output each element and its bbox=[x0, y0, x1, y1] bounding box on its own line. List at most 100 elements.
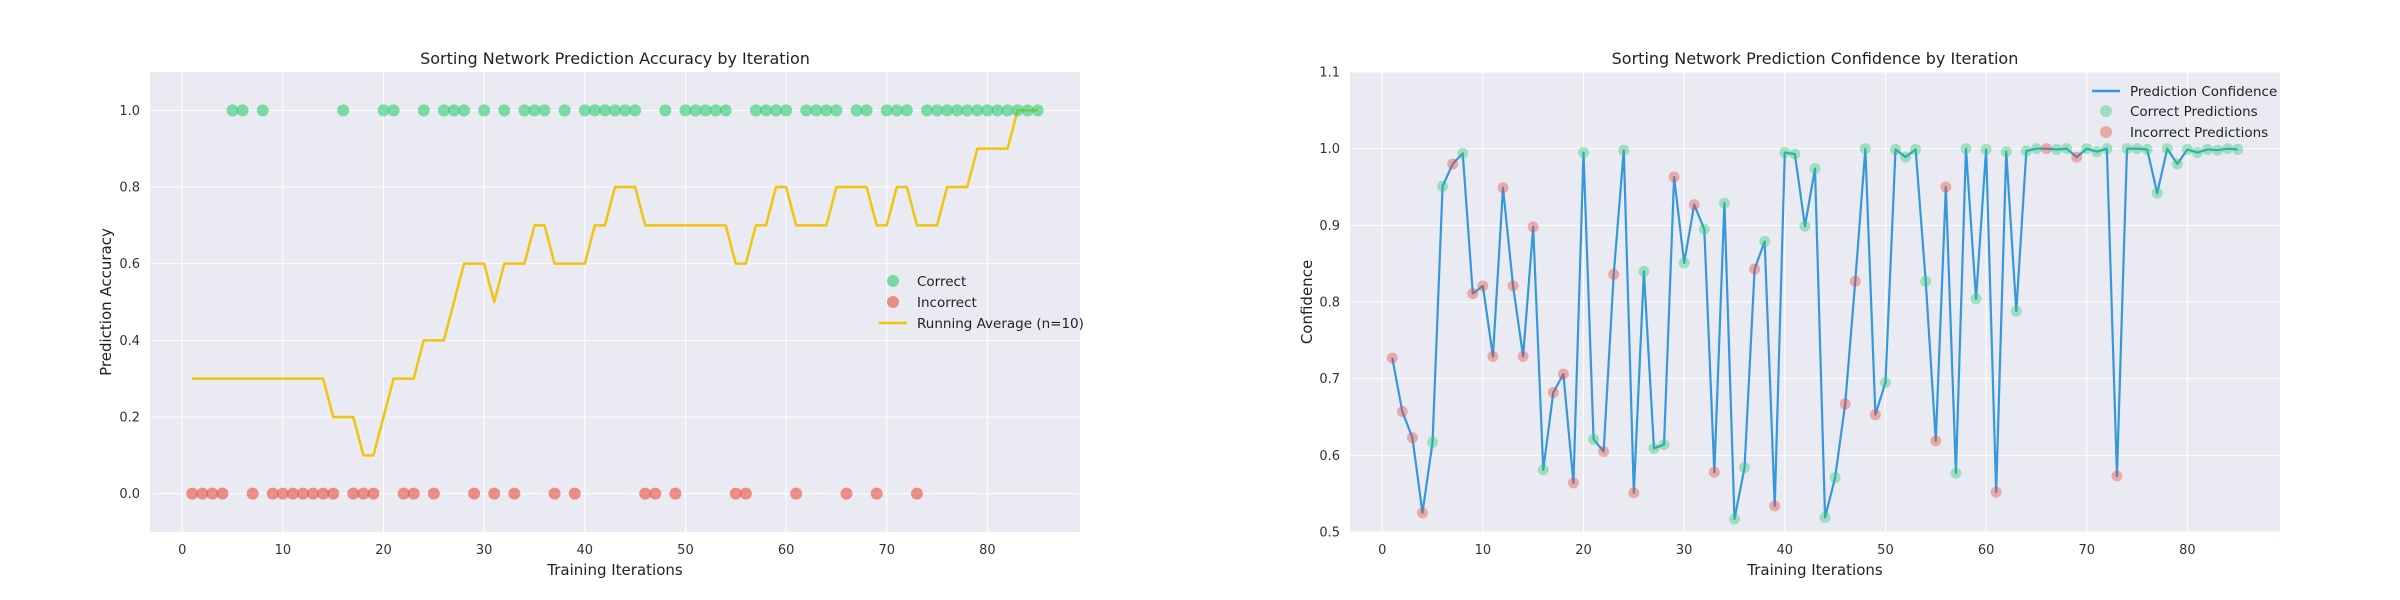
correct-prediction-point bbox=[1648, 442, 1660, 454]
x-tick-label: 70 bbox=[2078, 543, 2095, 558]
confidence-y-axis-label: Confidence bbox=[1298, 260, 1316, 344]
incorrect-prediction-point bbox=[1467, 288, 1479, 300]
correct-prediction-point bbox=[1588, 433, 1600, 445]
correct-point bbox=[387, 104, 400, 117]
correct-point bbox=[679, 104, 692, 117]
incorrect-point bbox=[196, 487, 209, 500]
correct-point bbox=[558, 104, 571, 117]
incorrect-point bbox=[216, 487, 229, 500]
incorrect-prediction-point bbox=[1416, 507, 1428, 519]
correct-prediction-point bbox=[1728, 513, 1740, 525]
correct-prediction-point bbox=[2222, 143, 2234, 155]
incorrect-prediction-point bbox=[1688, 199, 1700, 211]
correct-point bbox=[780, 104, 793, 117]
incorrect-prediction-point bbox=[1608, 268, 1620, 280]
incorrect-prediction-point bbox=[1940, 181, 1952, 193]
accuracy-chart-title: Sorting Network Prediction Accuracy by I… bbox=[420, 49, 810, 68]
correct-prediction-point bbox=[2010, 305, 2022, 317]
incorrect-prediction-point bbox=[1507, 280, 1519, 292]
correct-point bbox=[931, 104, 944, 117]
correct-point bbox=[749, 104, 762, 117]
correct-prediction-point bbox=[1789, 148, 1801, 160]
correct-point bbox=[759, 104, 772, 117]
x-tick-label: 20 bbox=[1575, 543, 1592, 558]
correct-point bbox=[437, 104, 450, 117]
incorrect-point bbox=[246, 487, 259, 500]
x-tick-label: 50 bbox=[677, 543, 694, 558]
correct-point bbox=[458, 104, 471, 117]
correct-prediction-point bbox=[1859, 143, 1871, 155]
x-tick-label: 40 bbox=[577, 543, 594, 558]
x-tick-label: 80 bbox=[2179, 543, 2196, 558]
correct-prediction-point bbox=[1920, 275, 1932, 287]
legend-confidence-line-label: Prediction Confidence bbox=[2130, 84, 2277, 100]
incorrect-prediction-point bbox=[1839, 398, 1851, 410]
correct-point bbox=[588, 104, 601, 117]
incorrect-point bbox=[357, 487, 370, 500]
incorrect-prediction-point bbox=[2071, 151, 2083, 163]
accuracy-ticks: 0 10 20 30 40 50 60 70 80 0.0 0.2 0.4 0.6 0.8 1.0 bbox=[119, 104, 995, 558]
correct-point bbox=[800, 104, 813, 117]
correct-prediction-point bbox=[2151, 187, 2163, 199]
confidence-marks bbox=[1386, 143, 2244, 525]
correct-prediction-point bbox=[2000, 146, 2012, 158]
legend-incorrect-predictions-label: Incorrect Predictions bbox=[2130, 125, 2268, 141]
incorrect-prediction-point bbox=[1668, 171, 1680, 183]
correct-prediction-point bbox=[1900, 151, 1912, 163]
correct-point bbox=[699, 104, 712, 117]
confidence-legend: Prediction Confidence Correct Prediction… bbox=[2092, 84, 2277, 141]
correct-point bbox=[810, 104, 823, 117]
correct-point bbox=[598, 104, 611, 117]
correct-prediction-point bbox=[1910, 143, 1922, 155]
incorrect-prediction-point bbox=[1869, 409, 1881, 421]
correct-prediction-point bbox=[2091, 146, 2103, 158]
y-tick-label: 0.0 bbox=[119, 487, 140, 502]
incorrect-point bbox=[840, 487, 853, 500]
correct-point bbox=[377, 104, 390, 117]
correct-point bbox=[991, 104, 1004, 117]
correct-prediction-point bbox=[1759, 235, 1771, 247]
correct-prediction-point bbox=[1658, 439, 1670, 451]
correct-prediction-point bbox=[2030, 143, 2042, 155]
incorrect-prediction-point bbox=[1557, 368, 1569, 380]
correct-point bbox=[770, 104, 783, 117]
incorrect-point bbox=[206, 487, 219, 500]
incorrect-prediction-point bbox=[1497, 182, 1509, 194]
correct-prediction-point bbox=[1980, 143, 1992, 155]
correct-point bbox=[226, 104, 239, 117]
incorrect-point bbox=[739, 487, 752, 500]
correct-point bbox=[890, 104, 903, 117]
incorrect-point bbox=[649, 487, 662, 500]
incorrect-point bbox=[729, 487, 742, 500]
incorrect-point bbox=[367, 487, 380, 500]
incorrect-point bbox=[568, 487, 581, 500]
x-tick-label: 80 bbox=[979, 543, 996, 558]
y-tick-label: 0.5 bbox=[1319, 526, 1340, 541]
accuracy-y-axis-label: Prediction Accuracy bbox=[97, 228, 115, 376]
y-tick-label: 0.6 bbox=[119, 257, 140, 272]
y-tick-label: 1.0 bbox=[119, 104, 140, 119]
legend-incorrect-marker bbox=[887, 296, 899, 308]
x-tick-label: 40 bbox=[1777, 543, 1794, 558]
incorrect-prediction-point bbox=[1708, 466, 1720, 478]
correct-point bbox=[820, 104, 833, 117]
incorrect-point bbox=[296, 487, 309, 500]
correct-point bbox=[236, 104, 249, 117]
incorrect-prediction-point bbox=[2040, 143, 2052, 155]
correct-prediction-point bbox=[1739, 462, 1751, 474]
correct-prediction-point bbox=[1799, 220, 1811, 232]
accuracy-legend: Correct Incorrect Running Average (n=10) bbox=[879, 274, 1084, 332]
y-tick-label: 0.4 bbox=[119, 334, 140, 349]
correct-point bbox=[1001, 104, 1014, 117]
y-tick-label: 0.2 bbox=[119, 411, 140, 426]
correct-point bbox=[850, 104, 863, 117]
correct-prediction-point bbox=[1960, 143, 1972, 155]
incorrect-point bbox=[186, 487, 199, 500]
x-tick-label: 60 bbox=[1978, 543, 1995, 558]
accuracy-plot-area bbox=[150, 72, 1080, 532]
y-tick-label: 0.9 bbox=[1319, 219, 1340, 234]
legend-correct-label: Correct bbox=[917, 274, 966, 290]
legend-correct-predictions-label: Correct Predictions bbox=[2130, 104, 2258, 120]
x-tick-label: 10 bbox=[275, 543, 292, 558]
